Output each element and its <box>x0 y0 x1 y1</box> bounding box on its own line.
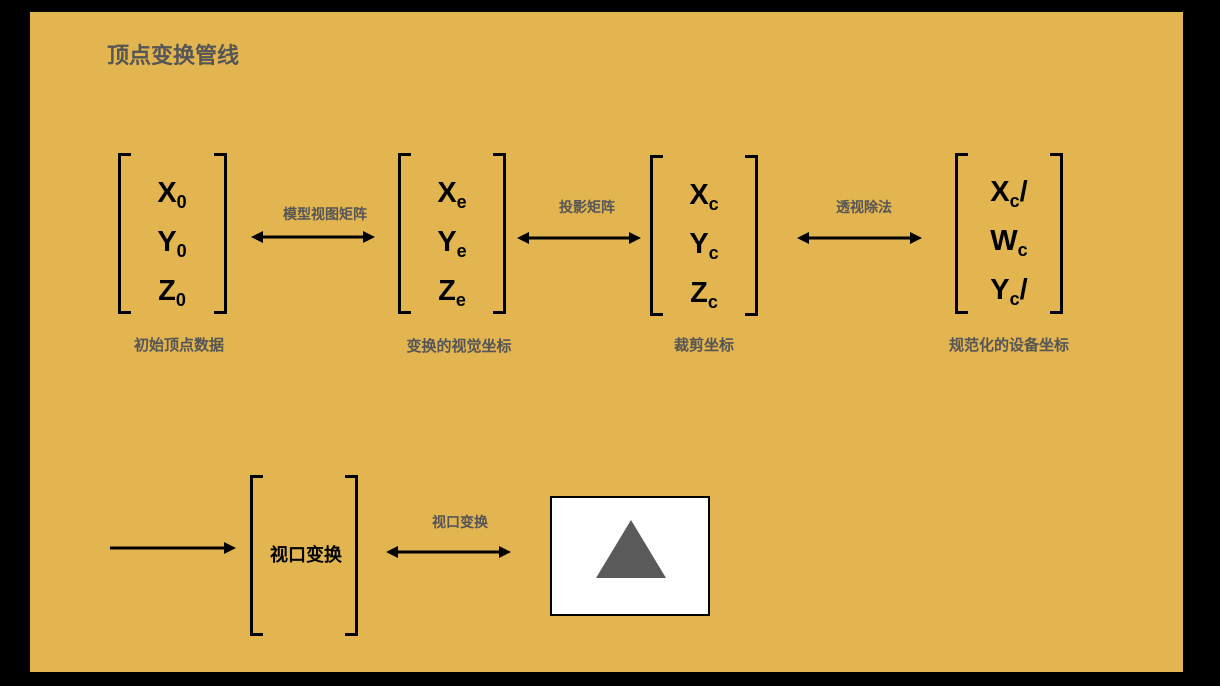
matrix-0-vector: X0 Y0 Z0 <box>117 173 227 320</box>
arrow-perspective-divide <box>797 232 922 244</box>
matrix-2-row-0: Xc <box>689 179 719 214</box>
matrix-2-right-bracket <box>745 155 758 316</box>
transform-label-projection: 投影矩阵 <box>559 200 615 216</box>
arrow-viewport-to-screen <box>386 546 511 558</box>
matrix-0-row-1: Y0 <box>157 226 187 261</box>
matrix-0-left-bracket <box>118 153 131 314</box>
matrix-1-row-1: Ye <box>437 226 467 261</box>
matrix-2-row-1: Yc <box>689 228 719 263</box>
triangle-icon <box>596 520 666 578</box>
matrix-0-row-2: Z0 <box>158 275 186 310</box>
matrix-0-caption: 初始顶点数据 <box>133 336 225 354</box>
matrix-2-vector: Xc Yc Zc <box>649 175 759 322</box>
matrix-3-right-bracket <box>1050 153 1063 314</box>
matrix-3-left-bracket <box>955 153 968 314</box>
matrix-0-row-0: X0 <box>157 177 187 212</box>
matrix-2-row-2: Zc <box>690 277 718 312</box>
matrix-1-caption: 变换的视觉坐标 <box>406 337 512 355</box>
transform-label-perspective-divide: 透视除法 <box>836 200 892 216</box>
matrix-3-row-0: Xc/ <box>990 176 1028 211</box>
matrix-1-right-bracket <box>493 153 506 314</box>
matrix-1-vector: Xe Ye Ze <box>397 173 507 320</box>
arrow-modelview <box>251 231 375 243</box>
viewport-left-bracket <box>250 475 263 636</box>
viewport-right-bracket <box>345 475 358 636</box>
matrix-1-left-bracket <box>398 153 411 314</box>
matrix-2-left-bracket <box>650 155 663 316</box>
screen-output <box>550 496 710 616</box>
viewport-box-label: 视口变换 <box>270 545 342 566</box>
matrix-3-caption: 规范化的设备坐标 <box>948 336 1070 354</box>
matrix-0-right-bracket <box>214 153 227 314</box>
matrix-3-row-1: Wc <box>990 225 1028 260</box>
matrix-1-row-0: Xe <box>437 177 467 212</box>
arrow-projection <box>517 232 641 244</box>
transform-label-viewport: 视口变换 <box>432 515 488 531</box>
matrix-2-caption: 裁剪坐标 <box>673 336 735 354</box>
matrix-3-row-2: Yc/ <box>990 274 1028 309</box>
transform-label-modelview: 模型视图矩阵 <box>283 207 367 223</box>
diagram-title: 顶点变换管线 <box>107 44 240 69</box>
matrix-3-vector: Xc/ Wc Yc/ <box>954 172 1064 319</box>
matrix-1-row-2: Ze <box>438 275 466 310</box>
arrow-into-viewport <box>110 542 236 554</box>
